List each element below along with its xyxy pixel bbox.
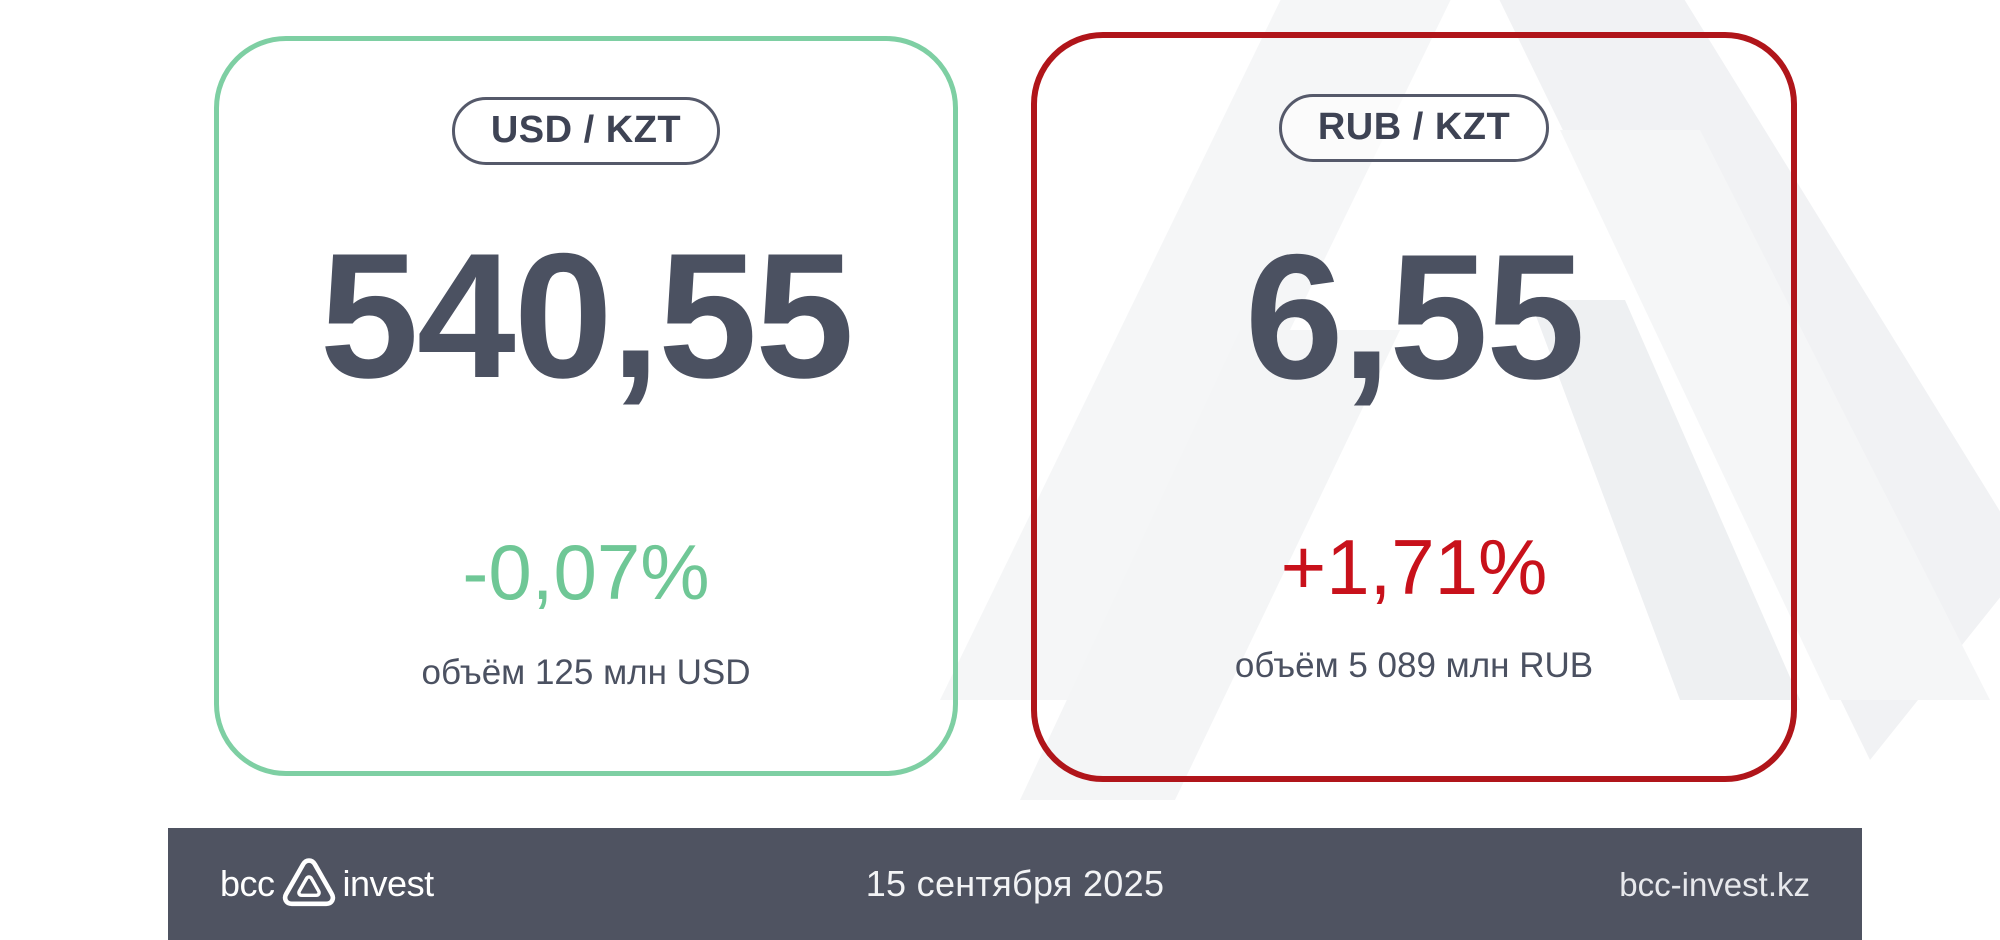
volume-label: объём 125 млн USD [421, 653, 751, 692]
brand-logo: bcc invest [220, 858, 640, 910]
footer-bar: bcc invest 15 сентября 2025 bcc-invest.k… [168, 828, 1862, 940]
rounded-triangle-icon [282, 858, 335, 907]
change-percent: +1,71% [1280, 523, 1548, 611]
volume-label: объём 5 089 млн RUB [1234, 646, 1594, 685]
rate-card-usd-kzt: USD / KZT 540,55 -0,07% объём 125 млн US… [214, 36, 958, 776]
rate-value: 6,55 [1244, 217, 1585, 416]
change-percent: -0,07% [462, 528, 710, 616]
currency-pair-badge: USD / KZT [451, 97, 721, 165]
rate-value: 540,55 [319, 216, 854, 415]
website-url[interactable]: bcc-invest.kz [1619, 865, 1810, 903]
report-date: 15 сентября 2025 [865, 863, 1165, 904]
rate-card-rub-kzt: RUB / KZT 6,55 +1,71% объём 5 089 млн RU… [1031, 32, 1797, 782]
brand-logo-prefix: bcc [220, 863, 275, 904]
currency-pair-badge: RUB / KZT [1278, 94, 1550, 162]
brand-logo-suffix: invest [342, 863, 435, 904]
